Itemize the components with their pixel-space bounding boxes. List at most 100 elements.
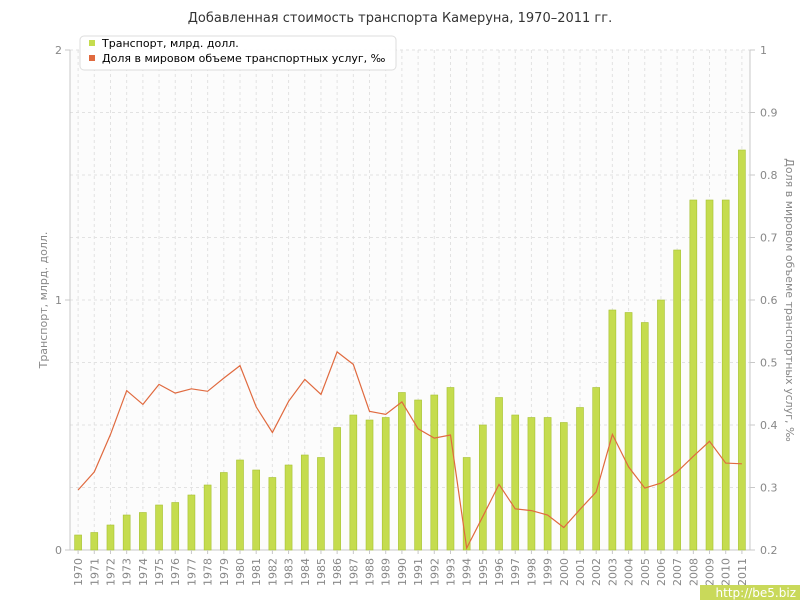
- bar: [608, 309, 617, 551]
- tick-label-x: 1992: [428, 558, 441, 586]
- tick-label-x: 1991: [412, 558, 425, 586]
- tick-label-x: 1979: [218, 558, 231, 586]
- tick-label-right: 0.4: [760, 419, 778, 432]
- bar: [349, 414, 358, 551]
- legend: Транспорт, млрд. долл. Доля в мировом об…: [79, 35, 397, 71]
- tick-label-left: 2: [55, 44, 62, 57]
- tick-label-x: 2002: [590, 558, 603, 586]
- legend-label-line: Доля в мировом объеме транспортных услуг…: [102, 52, 386, 65]
- bar: [495, 397, 503, 551]
- bar: [624, 312, 633, 551]
- bar: [74, 534, 82, 551]
- tick-label-x: 1974: [137, 558, 150, 586]
- bar: [673, 249, 681, 551]
- chart-title: Добавленная стоимость транспорта Камерун…: [188, 11, 612, 26]
- bar: [333, 427, 341, 551]
- bar: [738, 149, 746, 551]
- bar: [203, 484, 212, 551]
- tick-label-x: 1976: [169, 558, 182, 586]
- bar: [106, 524, 115, 551]
- tick-label-left: 0: [55, 544, 62, 557]
- bar: [462, 457, 471, 551]
- bar: [657, 299, 665, 551]
- tick-label-x: 1998: [525, 558, 538, 586]
- left-axis-ticks: 0 1 2: [55, 44, 70, 557]
- watermark-text: http://be5.biz: [716, 586, 796, 600]
- bar: [560, 422, 568, 551]
- tick-label-x: 2003: [606, 558, 619, 586]
- bar: [479, 424, 487, 551]
- bar: [527, 417, 536, 551]
- tick-label-x: 1984: [299, 558, 312, 586]
- tick-label-x: 1971: [88, 558, 101, 586]
- tick-label-x: 1999: [542, 558, 555, 586]
- tick-label-x: 1980: [234, 558, 247, 586]
- bar: [171, 502, 180, 551]
- bar-series: [74, 149, 746, 551]
- tick-label-right: 0.6: [760, 294, 778, 307]
- bar: [640, 322, 649, 551]
- bar: [220, 472, 228, 551]
- right-axis-title: Доля в мировом объеме транспортных услуг…: [783, 158, 796, 442]
- tick-label-x: 1973: [121, 558, 134, 586]
- tick-label-right: 1: [760, 44, 767, 57]
- bar: [381, 417, 390, 551]
- bar: [300, 454, 309, 551]
- tick-label-x: 1981: [250, 558, 263, 586]
- tick-label-x: 1978: [202, 558, 215, 586]
- bar: [90, 532, 99, 551]
- tick-label-x: 2000: [558, 558, 571, 586]
- tick-label-right: 0.7: [760, 232, 778, 245]
- watermark-badge: [700, 585, 800, 600]
- bar: [446, 387, 455, 551]
- tick-label-x: 1972: [104, 558, 117, 586]
- bar: [155, 504, 163, 551]
- bar: [576, 407, 584, 551]
- tick-label-x: 2007: [671, 558, 684, 586]
- tick-label-x: 1987: [347, 558, 360, 586]
- tick-label-x: 1995: [477, 558, 490, 586]
- tick-label-x: 1982: [266, 558, 279, 586]
- tick-label-x: 2010: [720, 558, 733, 586]
- tick-label-x: 1988: [364, 558, 377, 586]
- bar: [543, 417, 552, 551]
- right-axis-ticks: 0.2 0.3 0.4 0.5 0.6 0.7 0.8 0.9 1: [750, 44, 778, 557]
- tick-label-x: 2005: [639, 558, 652, 586]
- legend-box: [79, 35, 397, 71]
- bar: [705, 199, 714, 551]
- legend-swatch-bars: [89, 40, 95, 46]
- bar: [187, 494, 196, 551]
- x-axis-ticks: 1970 1971 1972 1973 1974 1975 1976 1977 1978 1979…: [72, 550, 749, 586]
- tick-label-x: 1983: [283, 558, 296, 586]
- tick-label-x: 2001: [574, 558, 587, 586]
- tick-label-right: 0.5: [760, 357, 778, 370]
- tick-label-x: 1986: [331, 558, 344, 586]
- tick-label-x: 2011: [736, 558, 749, 586]
- tick-label-right: 0.9: [760, 107, 778, 120]
- tick-label-x: 1990: [396, 558, 409, 586]
- tick-label-x: 1975: [153, 558, 166, 586]
- tick-label-x: 2008: [687, 558, 700, 586]
- left-axis-title: Транспорт, млрд. долл.: [37, 232, 50, 370]
- watermark: http://be5.biz: [700, 585, 800, 600]
- tick-label-x: 1977: [185, 558, 198, 586]
- tick-label-x: 1997: [509, 558, 522, 586]
- tick-label-x: 1985: [315, 558, 328, 586]
- tick-label-right: 0.2: [760, 544, 778, 557]
- bar: [398, 392, 406, 551]
- tick-label-x: 2004: [623, 558, 636, 586]
- bar: [430, 394, 439, 551]
- bar: [139, 512, 147, 551]
- bar: [365, 419, 374, 551]
- bar: [284, 464, 293, 551]
- bar: [317, 457, 325, 551]
- tick-label-left: 1: [55, 294, 62, 307]
- bar: [414, 399, 422, 551]
- bar: [511, 414, 520, 551]
- tick-label-right: 0.3: [760, 482, 778, 495]
- tick-label-right: 0.8: [760, 169, 778, 182]
- legend-label-bars: Транспорт, млрд. долл.: [101, 37, 239, 50]
- tick-label-x: 1996: [493, 558, 506, 586]
- bar: [236, 459, 244, 551]
